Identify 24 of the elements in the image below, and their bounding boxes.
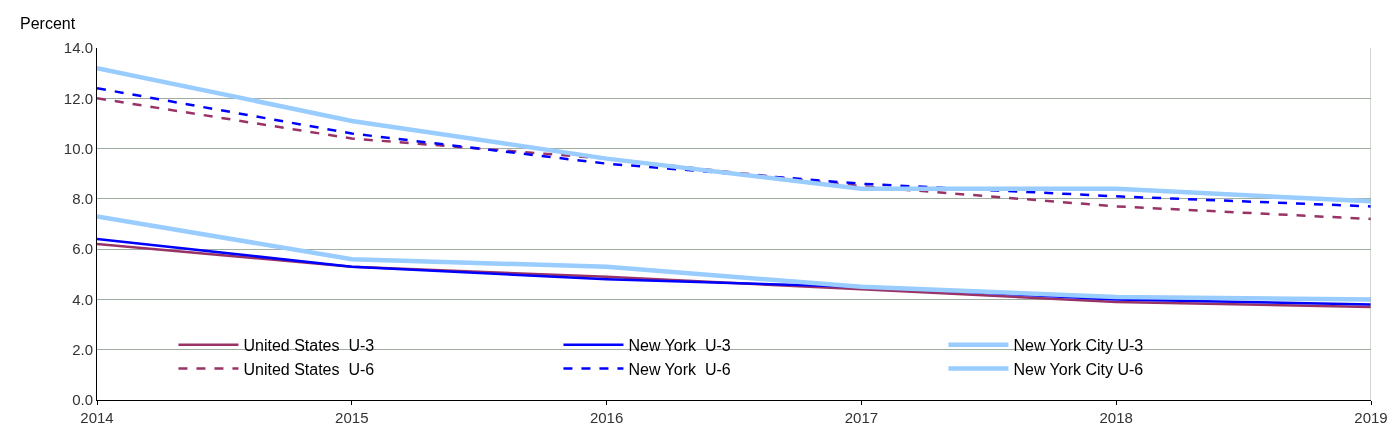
y-tick-label: 4.0	[72, 290, 93, 308]
y-tick-label: 2.0	[72, 340, 93, 358]
legend-label: New York U-6	[628, 360, 731, 378]
x-tick-label: 2015	[335, 409, 369, 426]
y-tick-label: 8.0	[72, 190, 93, 208]
y-tick-label: 0.0	[72, 391, 93, 409]
y-tick-label: 14.0	[63, 39, 93, 57]
line-series	[97, 86, 1371, 208]
x-tick-label: 2017	[844, 409, 879, 426]
legend-label: United States U-6	[243, 360, 375, 378]
legend-label: New York U-3	[628, 337, 731, 355]
x-tick-label: 2018	[1099, 409, 1133, 426]
y-tick-label: 12.0	[63, 89, 93, 107]
legend-label: New York City U-6	[1013, 360, 1144, 378]
legend-label: New York City U-3	[1013, 337, 1144, 355]
line-series	[97, 65, 1371, 204]
line-series	[97, 214, 1371, 302]
x-tick-label: 2014	[80, 409, 114, 426]
x-tick-label: 2016	[589, 409, 624, 426]
y-tick-label: 6.0	[72, 240, 93, 258]
y-tick-label: 10.0	[63, 139, 93, 157]
y-axis-title: Percent	[20, 15, 76, 32]
x-tick-label: 2019	[1354, 409, 1388, 426]
legend-label: United States U-3	[243, 337, 375, 355]
